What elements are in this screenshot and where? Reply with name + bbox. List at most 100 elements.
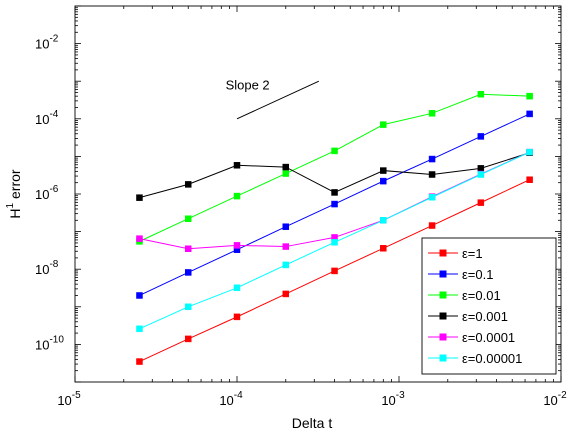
data-point	[380, 121, 387, 128]
data-point	[184, 303, 192, 311]
data-point	[428, 171, 436, 178]
legend-marker	[439, 291, 447, 299]
x-tick-base: 10	[219, 393, 233, 408]
x-tick-label: 10-2	[543, 390, 567, 408]
legend-marker	[439, 270, 447, 278]
legend: ε=1 ε=0.1 ε=0.01 ε=0.001 ε=0.0001 ε=0.00001	[421, 237, 557, 375]
data-point	[136, 358, 143, 365]
plot-frame	[74, 5, 562, 383]
y-tick-label: 10-10	[35, 334, 64, 352]
y-axis-label-rest: error	[7, 169, 23, 203]
y-tick-exponent: -10	[49, 334, 64, 345]
data-point	[233, 162, 241, 169]
legend-label: ε=0.00001	[462, 351, 522, 366]
data-point	[526, 176, 533, 183]
y-tick-label: 10-2	[35, 34, 59, 52]
y-axis-label-base: H	[7, 208, 23, 218]
data-point	[331, 239, 338, 246]
legend-item: ε=0.0001	[428, 330, 515, 345]
x-tick-base: 10	[543, 393, 557, 408]
series-layer	[136, 90, 533, 365]
data-point	[282, 223, 290, 230]
data-point	[282, 163, 290, 171]
data-point	[380, 217, 387, 224]
x-tick-base: 10	[381, 393, 395, 408]
data-point	[477, 171, 485, 178]
legend-label: ε=0.1	[462, 267, 493, 282]
data-point	[136, 325, 143, 333]
slope-annotation-label: Slope 2	[226, 78, 270, 93]
data-point	[526, 148, 533, 156]
y-axis-label: H1 error	[5, 169, 23, 218]
x-tick-exponent: -4	[234, 390, 243, 401]
legend-item: ε=0.01	[428, 288, 501, 303]
data-point	[282, 261, 290, 269]
y-axis-label-sup: 1	[5, 202, 16, 208]
data-point	[184, 245, 192, 252]
data-point	[136, 194, 143, 201]
data-point	[380, 245, 387, 252]
x-tick-exponent: -5	[72, 390, 81, 401]
data-point	[477, 133, 485, 140]
data-point	[331, 147, 338, 155]
data-point	[233, 313, 241, 321]
x-tick-base: 10	[57, 393, 71, 408]
y-tick-label: 10-6	[35, 184, 59, 202]
legend-marker	[439, 354, 447, 362]
y-tick-label: 10-8	[35, 259, 59, 277]
y-tick-exponent: -8	[49, 259, 58, 270]
data-point	[331, 267, 338, 275]
x-tick-label: 10-3	[381, 390, 405, 408]
y-tick-label: 10-4	[35, 109, 59, 127]
data-point	[184, 215, 192, 222]
data-point	[136, 292, 143, 299]
data-point	[282, 170, 290, 177]
data-point	[477, 90, 485, 98]
y-tick-exponent: -2	[49, 34, 58, 45]
data-point	[428, 155, 436, 163]
axes-layer: 10-5 10-4 10-3 10-210-1010-810-610-410-2Del…	[5, 5, 567, 431]
x-axis-label: Delta t	[292, 415, 333, 431]
data-point	[282, 290, 290, 298]
legend-marker	[439, 312, 447, 320]
y-tick-base: 10	[35, 112, 49, 127]
data-point	[477, 199, 485, 206]
data-point	[136, 235, 143, 242]
y-tick-base: 10	[35, 37, 49, 52]
data-point	[428, 222, 436, 229]
data-point	[526, 110, 533, 118]
data-point	[526, 92, 533, 100]
data-point	[184, 335, 192, 343]
legend-item: ε=0.00001	[428, 351, 522, 366]
legend-label: ε=0.0001	[462, 330, 515, 345]
y-tick-exponent: -6	[49, 184, 58, 195]
legend-marker	[439, 249, 447, 257]
y-tick-base: 10	[35, 262, 49, 277]
annotation-layer: Slope 2	[226, 78, 320, 120]
data-point	[282, 243, 290, 250]
data-point	[184, 181, 192, 188]
data-point	[380, 167, 387, 174]
x-tick-label: 10-5	[57, 390, 81, 408]
legend-label: ε=1	[462, 246, 483, 261]
data-point	[477, 165, 485, 172]
data-point	[380, 177, 387, 185]
legend-item: ε=0.001	[428, 309, 508, 324]
y-tick-base: 10	[35, 187, 49, 202]
x-tick-exponent: -3	[396, 390, 405, 401]
data-point	[184, 269, 192, 276]
series-1	[136, 110, 533, 299]
data-point	[428, 193, 436, 201]
data-point	[233, 242, 241, 249]
x-tick-label: 10-4	[219, 390, 243, 408]
series-5	[136, 148, 533, 333]
legend-label: ε=0.01	[462, 288, 501, 303]
legend-box	[421, 237, 557, 375]
legend-label: ε=0.001	[462, 309, 508, 324]
data-point	[331, 189, 338, 196]
legend-item: ε=0.1	[428, 267, 493, 282]
series-0	[136, 176, 533, 365]
y-tick-exponent: -4	[49, 109, 58, 120]
legend-marker	[439, 333, 447, 341]
